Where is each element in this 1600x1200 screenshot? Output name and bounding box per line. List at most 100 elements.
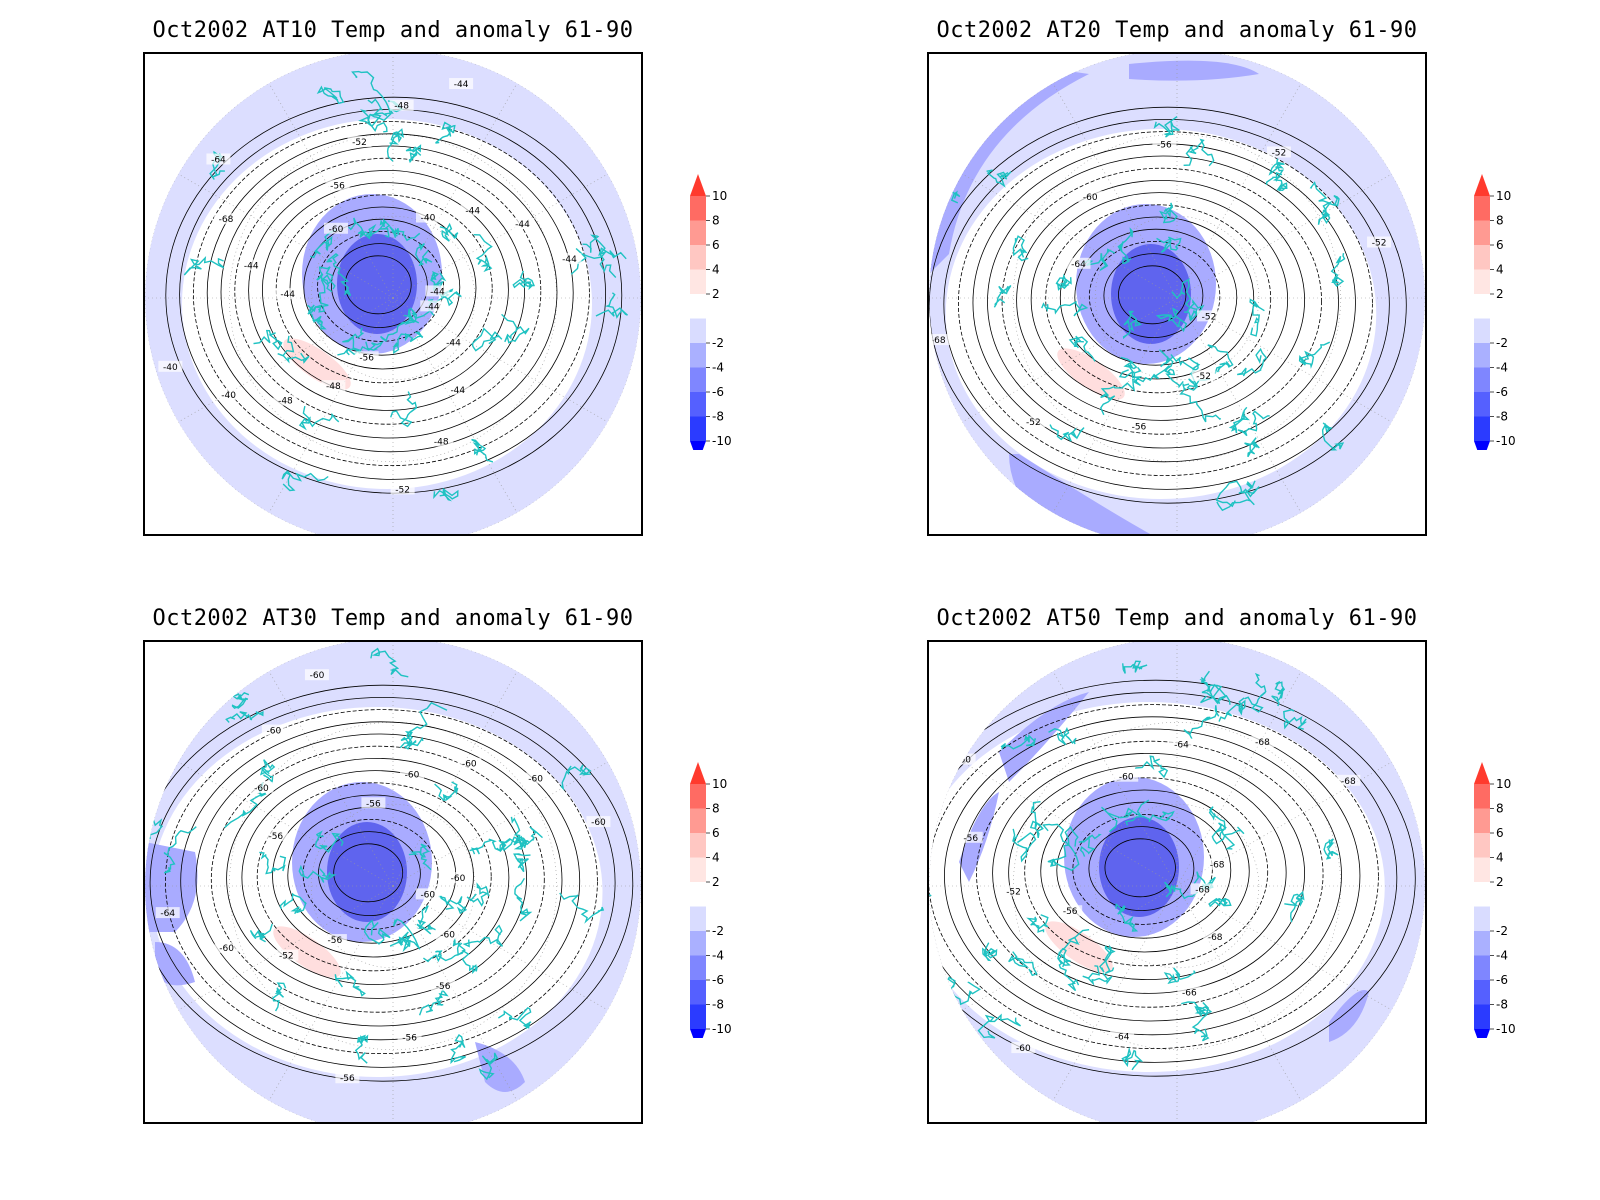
isotherm-contour	[1103, 253, 1204, 339]
colorbar-segment	[690, 1004, 706, 1029]
isotherm-contour	[943, 118, 1390, 490]
colorbar-tick-label: 2	[712, 875, 720, 889]
coastline	[1164, 881, 1199, 900]
colorbar-tick-label: 6	[712, 238, 720, 252]
contour-label-bg	[1367, 236, 1392, 248]
colorbar-segment	[1474, 857, 1490, 882]
colorbar-tick-label: 4	[712, 851, 720, 865]
coastline	[405, 144, 422, 164]
map-content: -60 -60 -56 -56 -56 -56 -52 -60 -64 -60 -56 -60 -60 -…	[145, 642, 641, 1122]
coastline	[1122, 660, 1148, 674]
coastline	[560, 764, 592, 791]
contour-label-bg	[1001, 885, 1026, 897]
contour-label-bg	[557, 253, 582, 265]
contour-label: -60	[329, 225, 344, 235]
colorbar-tick-label: 8	[1496, 802, 1504, 816]
contour-label: -68	[1341, 777, 1356, 787]
meridian-line	[1176, 885, 1302, 1101]
contour-label-bg	[335, 1072, 360, 1084]
colorbar-segment	[690, 980, 706, 1005]
coastline	[1321, 422, 1345, 451]
latitude-circle	[310, 215, 476, 381]
colorbar-max-arrow	[1474, 762, 1490, 784]
colorbar-segment	[690, 196, 706, 221]
contour-label: -52	[1006, 887, 1021, 897]
isotherm-contour	[261, 182, 509, 398]
contour-label: -56	[436, 982, 451, 992]
colorbar-segment	[690, 367, 706, 392]
coastline	[390, 391, 418, 428]
contour-label: -60	[1016, 1044, 1031, 1054]
contour-label: -52	[279, 952, 294, 962]
colorbar-segment	[1474, 245, 1490, 270]
contour-label: -52	[1372, 239, 1387, 249]
coastline	[471, 327, 503, 352]
contour-label-bg	[445, 383, 470, 395]
colorbar-tick-label: -6	[712, 973, 724, 987]
coastline	[1309, 181, 1331, 225]
colorbar-tick-label: 2	[1496, 875, 1504, 889]
isotherm-contour	[1104, 838, 1176, 898]
colorbar-min-arrow	[690, 1029, 706, 1038]
contour-label: -68	[1195, 885, 1210, 895]
contour-label-bg	[445, 872, 470, 884]
meridian-line	[178, 761, 394, 887]
coastline	[469, 838, 511, 855]
contour-label: -44	[450, 386, 465, 396]
cold-anomaly-patch	[1329, 990, 1369, 1042]
coastline	[1008, 951, 1038, 977]
coastline	[183, 255, 225, 276]
contour-label: -60	[956, 756, 971, 766]
contour-label: -60	[1119, 773, 1134, 783]
coastline	[1118, 368, 1166, 387]
coastline	[1117, 227, 1134, 265]
contour-label-bg	[1266, 146, 1291, 158]
coastline	[497, 1007, 532, 1030]
contour-label-bg	[158, 360, 183, 372]
contour-label-bg	[994, 669, 1019, 681]
contour-label-bg	[261, 724, 286, 736]
coastline	[363, 919, 391, 945]
coastline	[1186, 357, 1210, 391]
contour-label-bg	[1169, 738, 1194, 750]
map-frame: -68 -68 -66 -64 -60 -56 -52 -56 -60 -56 -60 -64 -68 -…	[927, 640, 1427, 1124]
coastline	[1181, 1001, 1210, 1042]
meridian-line	[268, 885, 394, 1101]
contour-label-bg	[321, 380, 346, 392]
coastline	[393, 331, 424, 355]
contour-label: -64	[211, 155, 226, 165]
meridian-line	[178, 885, 394, 1011]
contour-label: -44	[446, 339, 461, 349]
coastline	[1163, 967, 1196, 984]
colorbar-segment	[1474, 343, 1490, 368]
contour-label: -60	[528, 775, 543, 785]
isotherm-contour	[206, 133, 574, 453]
coastline	[1208, 806, 1227, 838]
colorbar-segment	[1474, 882, 1490, 907]
coastline	[1207, 344, 1234, 374]
colorbar-tick-label: -2	[712, 924, 724, 938]
colorbar-tick-label: -2	[712, 336, 724, 350]
contour-label: -44	[515, 220, 530, 230]
contour-label-bg	[273, 394, 298, 406]
latitude-circle	[1013, 134, 1341, 462]
coastline	[231, 691, 250, 710]
colorbar-tick-label: 10	[712, 189, 727, 203]
panel-title: Oct2002 AT20 Temp and anomaly 61-90	[936, 18, 1418, 43]
coastline	[1298, 341, 1331, 369]
coastline	[1237, 410, 1270, 437]
contour-label: -48	[278, 397, 293, 407]
contour-label-bg	[1152, 138, 1177, 150]
contour-label-bg	[399, 768, 424, 780]
isotherm-contour	[1045, 204, 1272, 394]
contour-label: -44	[454, 80, 469, 90]
colorbar-segment	[1474, 955, 1490, 980]
meridian-line	[392, 885, 518, 1101]
contour-label-bg	[431, 979, 456, 991]
contour-label-bg	[958, 831, 983, 843]
colorbar-tick-label: -8	[712, 410, 724, 424]
contour-label-bg	[523, 772, 548, 784]
coastline	[415, 243, 433, 267]
meridian-line	[1052, 885, 1178, 1101]
coastline	[259, 851, 287, 875]
